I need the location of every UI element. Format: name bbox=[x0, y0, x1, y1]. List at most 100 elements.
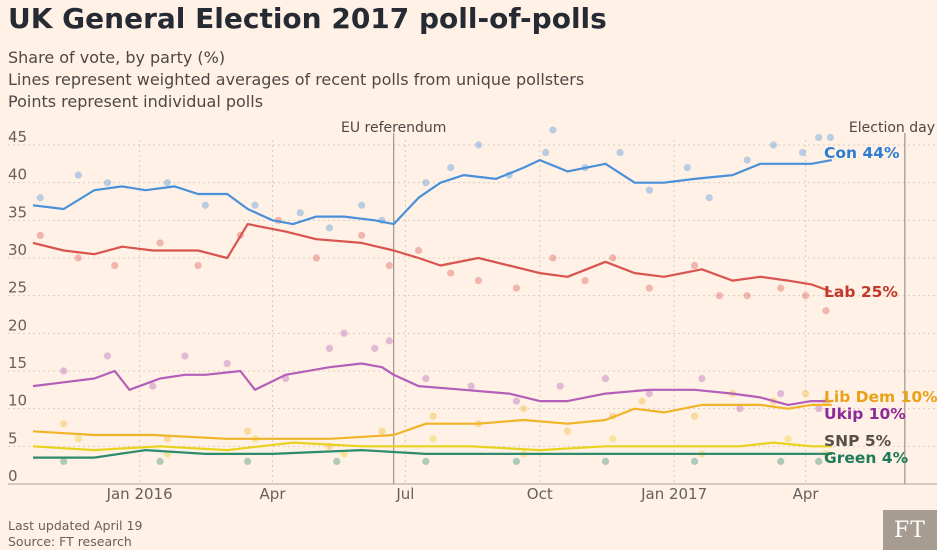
series-line bbox=[32, 362, 832, 406]
poll-point bbox=[743, 292, 751, 300]
poll-point bbox=[799, 148, 807, 157]
poll-point bbox=[815, 133, 823, 142]
poll-point bbox=[156, 239, 164, 247]
poll-point bbox=[447, 164, 455, 172]
chart-title: UK General Election 2017 poll-of-polls bbox=[8, 2, 607, 35]
poll-point bbox=[715, 292, 723, 300]
source-note: Source: FT research bbox=[8, 534, 132, 549]
poll-point bbox=[194, 261, 202, 270]
poll-point bbox=[474, 277, 483, 285]
poll-point bbox=[447, 269, 455, 277]
poll-chart: 0 5 10 15 20 25 30 35 40 45 Jan 2016 Apr Jul Oct Jan 2… bbox=[8, 120, 937, 503]
series-end-label: Lab 25% bbox=[824, 283, 898, 301]
series-line bbox=[32, 403, 832, 440]
poll-point bbox=[422, 179, 430, 187]
annotation-label: EU referendum bbox=[341, 120, 446, 136]
poll-point bbox=[698, 374, 706, 383]
poll-point bbox=[371, 344, 379, 352]
poll-point bbox=[777, 284, 785, 292]
poll-point bbox=[609, 254, 617, 262]
poll-point bbox=[549, 126, 557, 134]
poll-point bbox=[801, 292, 810, 300]
x-tick-label: Oct bbox=[527, 485, 553, 503]
poll-point bbox=[325, 224, 334, 232]
poll-point bbox=[542, 148, 550, 157]
poll-point bbox=[60, 457, 68, 465]
x-tick-label: Jul bbox=[395, 485, 414, 503]
poll-point bbox=[340, 329, 348, 337]
poll-point bbox=[244, 457, 252, 465]
poll-point bbox=[512, 284, 520, 292]
poll-point bbox=[467, 382, 475, 390]
series-line bbox=[32, 223, 833, 293]
poll-point bbox=[378, 427, 386, 435]
poll-point bbox=[645, 284, 653, 292]
poll-point bbox=[645, 390, 653, 398]
series-end-label: Green 4% bbox=[824, 449, 909, 467]
poll-point bbox=[690, 412, 699, 420]
poll-point bbox=[556, 382, 564, 390]
poll-point bbox=[156, 457, 164, 465]
poll-point bbox=[601, 374, 610, 383]
poll-point bbox=[357, 201, 366, 209]
y-tick-label: 45 bbox=[8, 128, 27, 146]
poll-point bbox=[769, 141, 778, 149]
series-line bbox=[33, 449, 832, 459]
poll-point bbox=[743, 156, 751, 164]
y-tick-label: 35 bbox=[8, 203, 27, 221]
poll-point bbox=[705, 194, 713, 202]
poll-point bbox=[429, 412, 437, 420]
poll-point bbox=[581, 277, 589, 285]
poll-point bbox=[690, 261, 699, 270]
poll-point bbox=[333, 457, 341, 465]
poll-point bbox=[244, 427, 252, 435]
poll-point bbox=[385, 337, 393, 345]
poll-point bbox=[60, 367, 68, 375]
x-tick-label: Jan 2017 bbox=[640, 485, 707, 503]
poll-point bbox=[422, 374, 430, 383]
poll-point bbox=[826, 133, 834, 142]
poll-point bbox=[601, 457, 610, 465]
poll-point bbox=[638, 397, 646, 405]
y-tick-label: 10 bbox=[8, 392, 27, 410]
poll-point bbox=[616, 148, 624, 157]
poll-point bbox=[474, 141, 483, 149]
poll-point bbox=[74, 435, 82, 443]
poll-point bbox=[563, 427, 572, 435]
poll-point bbox=[815, 405, 823, 413]
poll-point bbox=[736, 405, 744, 413]
y-tick-label: 30 bbox=[8, 241, 27, 259]
poll-point bbox=[103, 179, 112, 187]
poll-point bbox=[815, 457, 823, 465]
poll-point bbox=[149, 382, 157, 390]
poll-point bbox=[429, 435, 437, 443]
series-end-label: SNP 5% bbox=[824, 432, 892, 450]
last-updated-note: Last updated April 19 bbox=[8, 518, 143, 533]
poll-point bbox=[312, 254, 320, 262]
series-end-label: Lib Dem 10% bbox=[824, 388, 937, 406]
poll-point bbox=[74, 171, 82, 179]
poll-point bbox=[163, 435, 171, 443]
poll-point bbox=[414, 246, 423, 255]
poll-point bbox=[645, 186, 653, 194]
y-tick-label: 5 bbox=[8, 429, 18, 447]
poll-point bbox=[549, 254, 557, 262]
poll-point bbox=[784, 435, 792, 443]
poll-point bbox=[822, 307, 830, 315]
poll-point bbox=[512, 397, 520, 405]
poll-point bbox=[609, 435, 617, 443]
poll-point bbox=[163, 179, 171, 187]
poll-point bbox=[60, 420, 68, 428]
annotation-label: Election day bbox=[849, 120, 935, 136]
y-tick-label: 20 bbox=[8, 316, 27, 334]
x-tick-label: Apr bbox=[260, 485, 287, 503]
poll-point bbox=[385, 261, 393, 270]
y-tick-label: 0 bbox=[8, 467, 18, 485]
y-tick-label: 25 bbox=[8, 279, 27, 297]
poll-point bbox=[357, 231, 366, 239]
poll-point bbox=[325, 344, 334, 352]
poll-point bbox=[340, 450, 348, 458]
poll-point bbox=[111, 261, 119, 270]
poll-point bbox=[801, 390, 810, 398]
series-line bbox=[32, 159, 832, 226]
